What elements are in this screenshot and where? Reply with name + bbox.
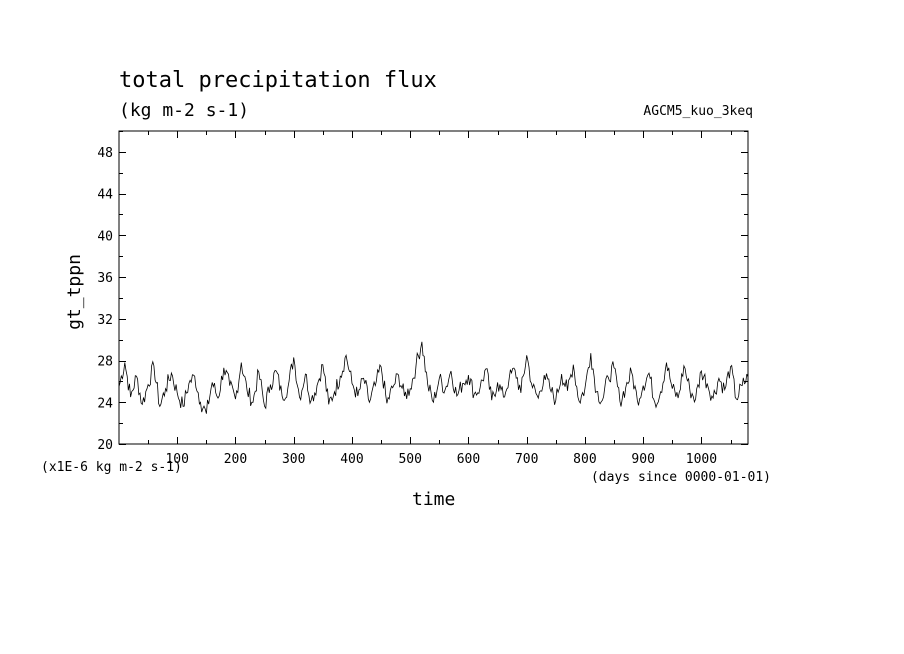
run-name: AGCM5_kuo_3keq [643, 104, 753, 119]
x-tick-label: 300 [282, 452, 305, 467]
y-tick-label: 48 [97, 146, 113, 161]
chart-units: (kg m-2 s-1) [119, 100, 250, 121]
y-tick-label: 24 [97, 396, 113, 411]
x-tick-label: 800 [573, 452, 596, 467]
x-tick-label: 700 [515, 452, 538, 467]
x-tick-label: 500 [398, 452, 421, 467]
x-axis-units: (days since 0000-01-01) [590, 470, 771, 485]
x-tick-label: 1000 [686, 452, 717, 467]
x-tick-label: 200 [224, 452, 247, 467]
plot-frame [118, 130, 749, 445]
series-line-0 [118, 341, 749, 414]
y-tick-label: 44 [97, 188, 113, 203]
scale-note: (x1E-6 kg m-2 s-1) [41, 460, 182, 475]
x-tick-label: 400 [340, 452, 363, 467]
y-tick-label: 36 [97, 271, 113, 286]
x-tick-label: 600 [457, 452, 480, 467]
x-axis-label: time [412, 489, 456, 510]
y-tick-label: 32 [97, 313, 113, 328]
x-tick-label: 900 [631, 452, 654, 467]
chart-title: total precipitation flux [119, 68, 437, 93]
y-tick-label: 28 [97, 355, 113, 370]
x-tick-label: 100 [165, 452, 188, 467]
y-tick-label: 20 [97, 438, 113, 453]
y-tick-label: 40 [97, 229, 113, 244]
